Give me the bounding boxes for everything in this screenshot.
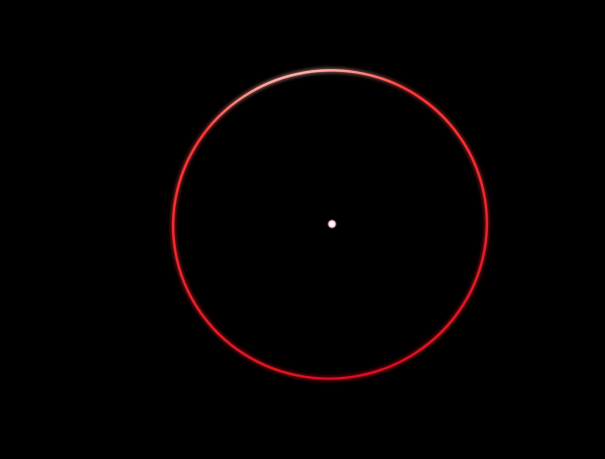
red-ring xyxy=(171,69,489,380)
center-dot xyxy=(327,219,337,229)
